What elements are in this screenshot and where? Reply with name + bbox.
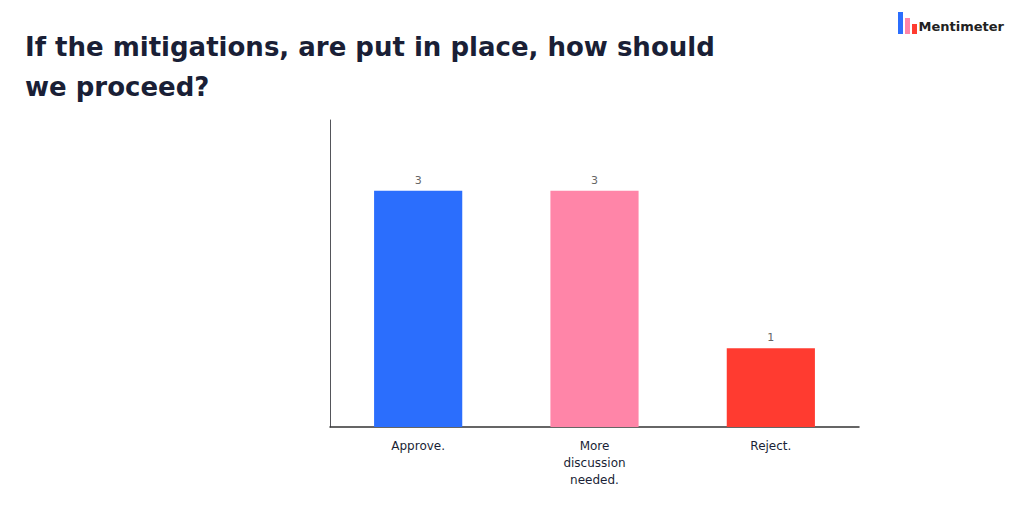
svg-text:discussion: discussion [563, 456, 625, 470]
svg-text:If the mitigations, are put in: If the mitigations, are put in place, ho… [25, 32, 715, 62]
svg-text:we proceed?: we proceed? [25, 72, 209, 102]
svg-text:Reject.: Reject. [750, 439, 791, 453]
svg-text:needed.: needed. [570, 473, 619, 487]
svg-text:3: 3 [415, 174, 422, 187]
svg-text:More: More [580, 439, 610, 453]
svg-text:3: 3 [591, 174, 598, 187]
svg-text:1: 1 [767, 331, 774, 344]
svg-text:Mentimeter: Mentimeter [919, 19, 1005, 34]
svg-text:Approve.: Approve. [391, 439, 445, 453]
